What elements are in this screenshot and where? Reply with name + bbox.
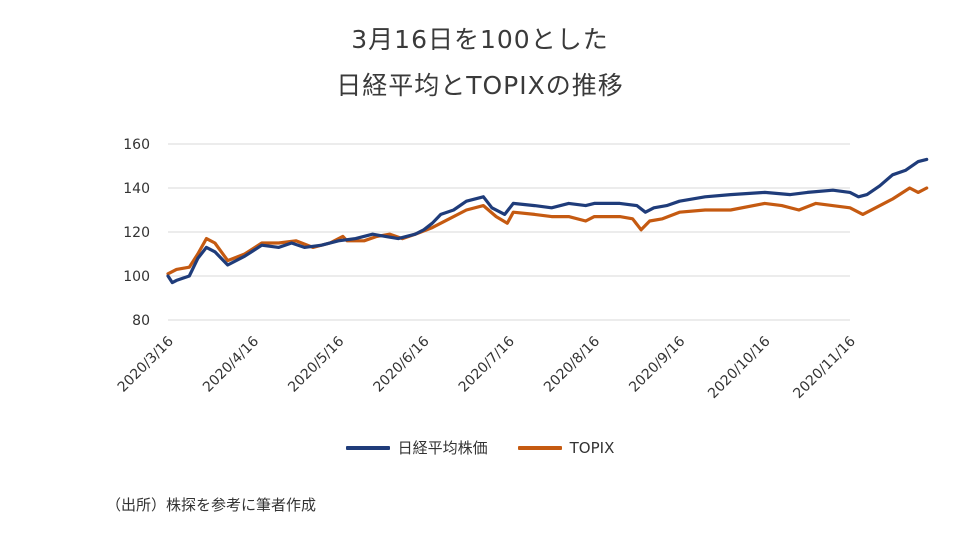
x-tick-label: 2020/10/16 (705, 333, 773, 401)
series-lines (166, 157, 929, 285)
legend-label-nikkei: 日経平均株価 (397, 439, 488, 457)
chart-title-line1: 3月16日を100とした (351, 25, 609, 54)
y-axis-ticks: 80 100 120 140 160 (123, 137, 150, 329)
chart-title-line2: 日経平均とTOPIXの推移 (336, 71, 624, 100)
legend-item-nikkei: 日経平均株価 (345, 437, 488, 458)
y-tick-label: 160 (123, 137, 150, 153)
grid-lines (168, 143, 850, 321)
series-line-topix (166, 186, 929, 276)
y-tick-label: 120 (123, 225, 150, 241)
source-note: （出所）株探を参考に筆者作成 (106, 496, 317, 514)
x-tick-label: 2020/7/16 (456, 333, 518, 395)
legend-swatch-nikkei (345, 445, 390, 450)
x-tick-label: 2020/5/16 (285, 333, 347, 395)
x-tick-label: 2020/11/16 (790, 333, 858, 401)
y-tick-label: 80 (132, 313, 150, 329)
x-tick-label: 2020/8/16 (541, 333, 603, 395)
legend-label-topix: TOPIX (569, 438, 615, 457)
x-tick-label: 2020/6/16 (370, 333, 432, 395)
x-tick-label: 2020/4/16 (200, 333, 262, 395)
x-tick-label: 2020/9/16 (626, 333, 688, 395)
legend-swatch-topix (517, 445, 562, 450)
legend: 日経平均株価 TOPIX (0, 437, 960, 458)
y-tick-label: 140 (123, 181, 150, 197)
y-tick-label: 100 (123, 269, 150, 285)
series-line-nikkei (166, 157, 929, 285)
legend-item-topix: TOPIX (517, 437, 615, 458)
x-tick-label: 2020/3/16 (115, 333, 177, 395)
x-axis-ticks: 2020/3/16 2020/4/16 2020/5/16 2020/6/16 2020… (115, 333, 859, 401)
